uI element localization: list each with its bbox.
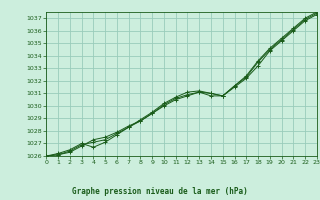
Text: Graphe pression niveau de la mer (hPa): Graphe pression niveau de la mer (hPa) — [72, 187, 248, 196]
